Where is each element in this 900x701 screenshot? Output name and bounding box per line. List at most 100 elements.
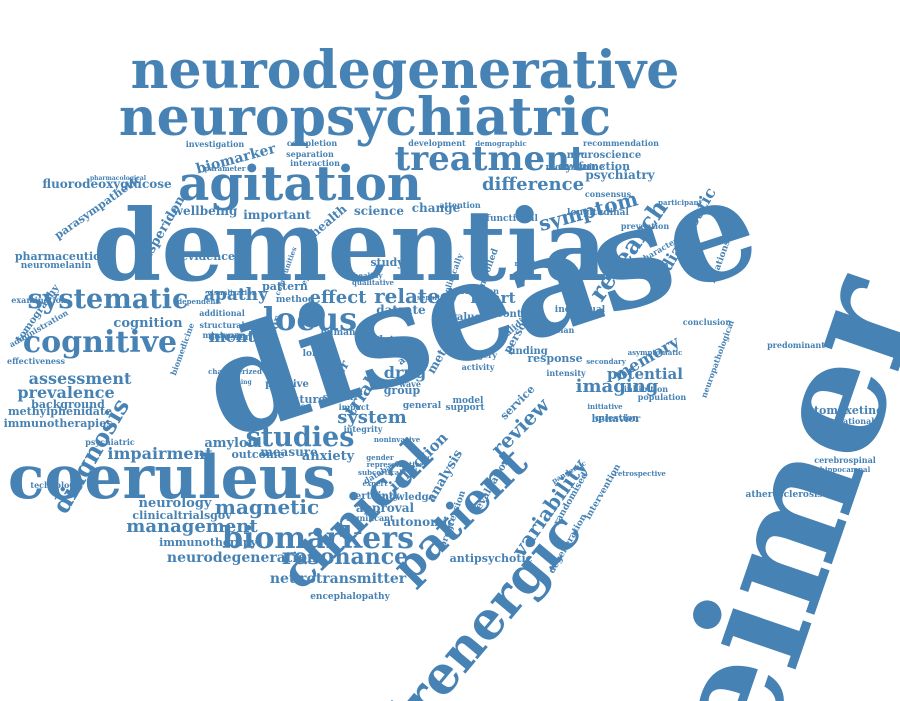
cloud-word-management: management [126, 516, 258, 537]
cloud-word-cerebrospinal: cerebrospinal [814, 455, 876, 465]
cloud-word-initiative: initiative [587, 402, 623, 411]
cloud-word-effect: effect [310, 287, 368, 308]
cloud-word-pharmacological: pharmacological [90, 175, 147, 182]
cloud-word-finding: finding [508, 346, 548, 357]
cloud-word-demographic: demographic [475, 139, 526, 148]
cloud-word-activity: activity [462, 362, 495, 372]
cloud-word-antipsychotic: antipsychotic [450, 552, 533, 565]
cloud-word-system: system [337, 407, 407, 428]
cloud-word-model: model [453, 396, 485, 406]
cloud-word-cognition: cognition [113, 316, 183, 331]
cloud-word-autonomic: autonomic [383, 515, 454, 529]
cloud-word-signal: signal [323, 393, 354, 403]
cloud-word-technology: technology [30, 480, 80, 490]
cloud-word-population: population [638, 392, 687, 402]
cloud-word-magnetic: magnetic [215, 495, 319, 519]
cloud-word-separation: separation [286, 149, 334, 159]
cloud-word-value: value [450, 312, 481, 323]
cloud-word-sensitivity: sensitivity [417, 293, 458, 302]
cloud-word-control: control [497, 309, 538, 320]
cloud-word-immunotherapy: immunotherapy [159, 536, 257, 549]
cloud-word-psychiatry: psychiatry [585, 168, 655, 182]
cloud-word-study: study [370, 256, 404, 269]
cloud-word-related: related [374, 284, 454, 308]
cloud-word-general: general [403, 401, 442, 411]
cloud-word-wave: wave [398, 379, 421, 389]
cloud-word-characterized: characterized [208, 367, 262, 376]
cloud-word-difference: difference [482, 174, 584, 195]
cloud-word-neurodegeneration: neurodegeneration [167, 550, 317, 566]
cloud-word-attention: attention [439, 200, 481, 210]
cloud-word-agitation: agitation [178, 156, 422, 212]
cloud-word-drug: drug [384, 363, 426, 382]
cloud-word-expert: expert [363, 479, 389, 488]
cloud-word-certainty: certainty [349, 491, 401, 502]
cloud-word-recommendation: recommendation [583, 138, 659, 148]
cloud-word-function: function [461, 286, 499, 296]
cloud-word-reasoning: reasoning [218, 379, 252, 386]
cloud-word-neuropsychiatric: neuropsychiatric [119, 87, 611, 148]
cloud-word-anxiety: anxiety [302, 449, 355, 464]
cloud-word-fluorodeoxyglucose: fluorodeoxyglucose [42, 177, 172, 191]
cloud-word-future: future [287, 393, 326, 406]
cloud-word-gender: gender [366, 453, 394, 462]
cloud-word-atomoxetine: atomoxetine [807, 404, 883, 417]
cloud-word-psychiatric: psychiatric [85, 437, 135, 447]
cloud-word-locus: locus [263, 300, 357, 338]
cloud-word-visualization: visualization [206, 288, 257, 297]
cloud-word-measure: measure [260, 445, 318, 459]
cloud-word-secondary: secondary [586, 357, 627, 366]
cloud-word-interaction: interaction [290, 158, 340, 168]
cloud-word-delusion: delusion [208, 333, 251, 343]
cloud-word-consensus: consensus [585, 189, 632, 199]
cloud-word-additional: additional [199, 308, 245, 318]
cloud-word-approval: approval [356, 501, 415, 515]
cloud-word-amyloid: amyloid [204, 436, 261, 451]
cloud-word-group: group [384, 384, 421, 397]
cloud-word-treatment: treatment [394, 139, 585, 179]
cloud-word-observational: observational [814, 416, 875, 426]
cloud-word-knowledge: knowledge [375, 492, 435, 503]
cloud-word-minimum: minimum [202, 330, 246, 340]
cloud-word-predominant: predominant [767, 340, 825, 350]
cloud-word-studies: studies [246, 422, 355, 453]
cloud-word-human: human [321, 328, 356, 338]
cloud-word-question: question [595, 414, 639, 424]
cloud-word-positive: positive [265, 379, 309, 390]
cloud-word-potential: potential [607, 365, 683, 383]
cloud-word-methylphenidate: methylphenidate [8, 405, 112, 418]
cloud-word-impact: impact [339, 402, 370, 412]
cloud-word-representative: representative [367, 460, 424, 469]
cloud-word-prevention: prevention [621, 221, 670, 231]
cloud-word-investigation: investigation [186, 139, 245, 149]
cloud-word-wellbeing: wellbeing [172, 204, 238, 218]
cloud-word-mental: mental [209, 327, 272, 346]
cloud-word-development: development [408, 138, 466, 148]
cloud-word-completion: completion [287, 138, 337, 148]
cloud-word-apathy: apathy [204, 285, 269, 305]
cloud-word-dementia: dementia [93, 189, 607, 304]
cloud-word-prevalence: prevalence [17, 383, 114, 402]
cloud-word-coeruleus: coeruleus [8, 443, 336, 513]
cloud-word-effectiveness: effectiveness [7, 356, 66, 366]
cloud-word-change: change [412, 201, 461, 215]
cloud-word-behavior: behavior [592, 414, 641, 425]
cloud-word-regression: regression [621, 260, 669, 270]
cloud-word-regulation: regulation [515, 259, 556, 268]
cloud-word-neuropathological: neuropathological [698, 319, 735, 399]
cloud-word-neuroscience: neuroscience [567, 150, 641, 161]
cloud-word-biomarkers: biomarkers [222, 521, 414, 556]
cloud-word-response: response [527, 352, 582, 365]
cloud-word-heart: heart [471, 289, 516, 307]
cloud-word-dysfunction: dysfunction [558, 160, 630, 173]
cloud-word-neurology: neurology [139, 496, 212, 511]
cloud-word-hippocampal: hippocampal [820, 465, 871, 474]
cloud-word-longitudinal: longitudinal [567, 208, 629, 218]
cloud-word-monoamine: monoamine [545, 163, 604, 173]
cloud-word-functional: functional [486, 214, 538, 224]
cloud-word-resonance: resonance [282, 544, 408, 570]
cloud-word-data: data [376, 303, 406, 317]
cloud-word-systematic: systematic [28, 284, 189, 315]
